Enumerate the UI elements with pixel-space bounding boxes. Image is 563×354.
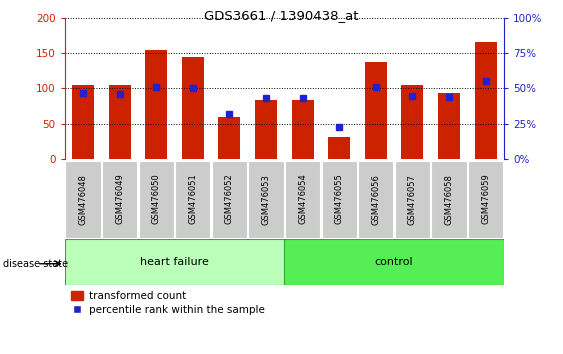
Bar xyxy=(431,161,467,238)
Bar xyxy=(284,239,504,285)
Bar xyxy=(212,161,247,238)
Bar xyxy=(328,137,350,159)
Text: disease state: disease state xyxy=(3,259,68,269)
Text: GSM476054: GSM476054 xyxy=(298,174,307,224)
Text: GDS3661 / 1390438_at: GDS3661 / 1390438_at xyxy=(204,9,359,22)
Text: GSM476049: GSM476049 xyxy=(115,174,124,224)
Bar xyxy=(365,62,387,159)
Text: GSM476050: GSM476050 xyxy=(152,174,160,224)
Text: GSM476056: GSM476056 xyxy=(372,174,380,224)
Text: GSM476048: GSM476048 xyxy=(79,174,87,224)
Bar xyxy=(468,161,503,238)
Bar xyxy=(175,161,211,238)
Text: GSM476059: GSM476059 xyxy=(481,174,490,224)
Bar xyxy=(292,100,314,159)
Bar xyxy=(218,117,240,159)
Text: GSM476052: GSM476052 xyxy=(225,174,234,224)
Bar xyxy=(65,161,101,238)
Text: heart failure: heart failure xyxy=(140,257,209,267)
Text: GSM476055: GSM476055 xyxy=(335,174,343,224)
Bar xyxy=(401,85,423,159)
Bar xyxy=(109,85,131,159)
Legend: transformed count, percentile rank within the sample: transformed count, percentile rank withi… xyxy=(70,290,266,316)
Bar xyxy=(475,42,497,159)
Bar xyxy=(438,93,460,159)
Text: GSM476058: GSM476058 xyxy=(445,174,453,224)
Bar xyxy=(395,161,430,238)
Text: GSM476051: GSM476051 xyxy=(189,174,197,224)
Bar xyxy=(102,161,137,238)
Bar xyxy=(65,239,284,285)
Bar xyxy=(285,161,320,238)
Text: GSM476057: GSM476057 xyxy=(408,174,417,224)
Bar xyxy=(248,161,284,238)
Bar xyxy=(358,161,394,238)
Bar xyxy=(145,50,167,159)
Text: control: control xyxy=(375,257,413,267)
Bar xyxy=(182,57,204,159)
Bar xyxy=(321,161,357,238)
Text: GSM476053: GSM476053 xyxy=(262,174,270,224)
Bar xyxy=(255,100,277,159)
Bar xyxy=(72,85,94,159)
Bar xyxy=(138,161,174,238)
